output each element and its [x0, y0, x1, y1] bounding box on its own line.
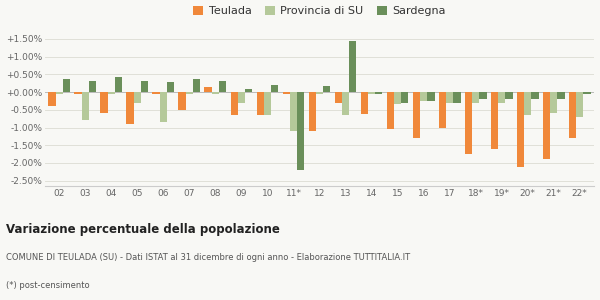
Bar — [517, 92, 524, 166]
Bar — [420, 92, 427, 101]
Bar — [127, 92, 134, 124]
Bar — [583, 92, 590, 94]
Bar — [74, 92, 82, 94]
Bar — [205, 87, 212, 92]
Bar — [361, 92, 368, 114]
Bar — [368, 92, 375, 94]
Bar — [479, 92, 487, 99]
Bar — [49, 92, 56, 106]
Bar — [257, 92, 264, 115]
Bar — [186, 92, 193, 94]
Bar — [316, 92, 323, 94]
Text: Variazione percentuale della popolazione: Variazione percentuale della popolazione — [6, 224, 280, 236]
Text: COMUNE DI TEULADA (SU) - Dati ISTAT al 31 dicembre di ogni anno - Elaborazione T: COMUNE DI TEULADA (SU) - Dati ISTAT al 3… — [6, 254, 410, 262]
Bar — [464, 92, 472, 154]
Bar — [413, 92, 420, 138]
Bar — [134, 92, 141, 103]
Bar — [178, 92, 186, 110]
Bar — [342, 92, 349, 115]
Bar — [308, 92, 316, 131]
Bar — [82, 92, 89, 120]
Legend: Teulada, Provincia di SU, Sardegna: Teulada, Provincia di SU, Sardegna — [188, 1, 451, 20]
Bar — [283, 92, 290, 94]
Bar — [100, 92, 108, 113]
Bar — [439, 92, 446, 128]
Text: (*) post-censimento: (*) post-censimento — [6, 280, 89, 290]
Bar — [193, 79, 200, 92]
Bar — [505, 92, 512, 99]
Bar — [89, 81, 96, 92]
Bar — [531, 92, 539, 99]
Bar — [152, 92, 160, 94]
Bar — [238, 92, 245, 103]
Bar — [543, 92, 550, 159]
Bar — [264, 92, 271, 115]
Bar — [115, 77, 122, 92]
Bar — [56, 92, 63, 94]
Bar — [349, 41, 356, 92]
Bar — [569, 92, 576, 138]
Bar — [323, 86, 331, 92]
Bar — [576, 92, 583, 117]
Bar — [446, 92, 453, 103]
Bar — [557, 92, 565, 99]
Bar — [141, 81, 148, 92]
Bar — [491, 92, 498, 149]
Bar — [524, 92, 531, 115]
Bar — [550, 92, 557, 113]
Bar — [472, 92, 479, 103]
Bar — [498, 92, 505, 103]
Bar — [401, 92, 409, 103]
Bar — [245, 89, 253, 92]
Bar — [212, 92, 219, 94]
Bar — [386, 92, 394, 129]
Bar — [335, 92, 342, 103]
Bar — [160, 92, 167, 122]
Bar — [219, 81, 226, 92]
Bar — [271, 85, 278, 92]
Bar — [63, 79, 70, 92]
Bar — [453, 92, 461, 103]
Bar — [375, 92, 382, 94]
Bar — [108, 92, 115, 94]
Bar — [297, 92, 304, 170]
Bar — [290, 92, 297, 131]
Bar — [394, 92, 401, 104]
Bar — [230, 92, 238, 115]
Bar — [167, 82, 175, 92]
Bar — [427, 92, 434, 101]
